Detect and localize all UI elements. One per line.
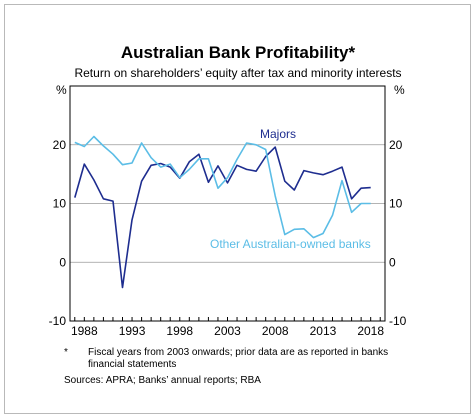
series-line-1 (74, 135, 371, 239)
y-tick-label-left: 0 (59, 255, 66, 269)
sources-note: Sources: APRA; Banks’ annual reports; RB… (64, 375, 261, 386)
footnote-text: Fiscal years from 2003 onwards; prior da… (88, 347, 389, 370)
x-tick-label: 1988 (71, 324, 98, 338)
y-tick-label-right: 10 (389, 197, 403, 211)
x-tick-label: 1998 (166, 324, 193, 338)
x-tick-label: 2013 (310, 324, 337, 338)
y-tick-label-left: -10 (49, 314, 67, 328)
x-tick-label: 1993 (119, 324, 146, 338)
chart-subtitle: Return on shareholders’ equity after tax… (74, 66, 402, 80)
series-label-0: Majors (260, 127, 296, 141)
y-tick-label-right: 0 (389, 255, 396, 269)
y-unit-left: % (56, 83, 67, 97)
y-tick-label-left: 10 (53, 197, 67, 211)
chart-frame (4, 4, 471, 414)
footnote-mark: * (64, 347, 68, 358)
x-tick-label: 2003 (214, 324, 241, 338)
y-tick-label-left: 20 (53, 138, 67, 152)
y-tick-label-right: -10 (389, 314, 407, 328)
y-tick-label-right: 20 (389, 138, 403, 152)
x-tick-label: 2008 (262, 324, 289, 338)
series-label-1: Other Australian-owned banks (210, 237, 371, 251)
chart-title: Australian Bank Profitability* (120, 43, 356, 62)
y-unit-right: % (394, 83, 405, 97)
series-line-0 (74, 146, 371, 289)
x-tick-label: 2018 (357, 324, 384, 338)
